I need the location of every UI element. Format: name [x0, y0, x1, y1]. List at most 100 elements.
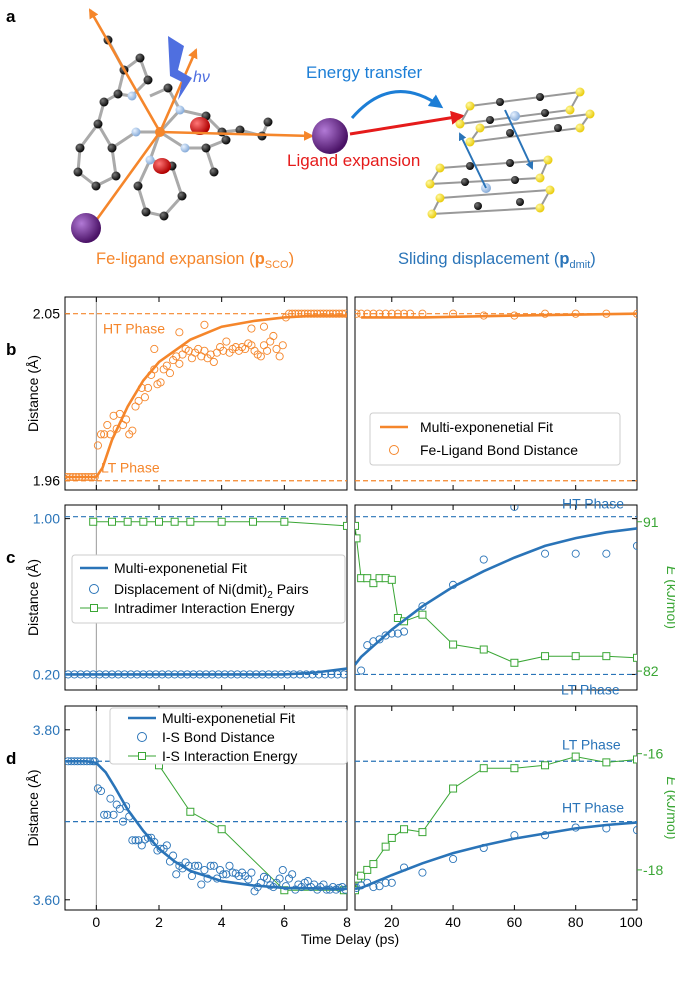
plot-frame-right: [354, 705, 638, 911]
legend-energy-label: I-S Interaction Energy: [162, 748, 297, 764]
legend-points-label: Fe-Ligand Bond Distance: [420, 442, 578, 458]
data-point: [96, 430, 106, 439]
energy-series: [355, 521, 637, 667]
energy-point: [249, 517, 257, 526]
y2-axis-label-e: E: [664, 566, 675, 576]
data-point: [200, 320, 209, 329]
energy-point: [541, 652, 550, 661]
fit-curve-left: [65, 760, 347, 891]
energy-point: [381, 842, 390, 851]
energy-series: [355, 752, 637, 895]
y-tick-label: 3.60: [33, 892, 60, 908]
data-point: [172, 870, 181, 879]
charts: b 2.05 1.96 Distance (Å) HT Phase LT Phase Mul…: [6, 296, 675, 947]
energy-point: [369, 860, 378, 869]
fe-ligand-expansion-label: Fe-ligand expansion (pSCO): [96, 250, 294, 271]
data-point: [190, 861, 200, 870]
data-point: [106, 794, 115, 803]
legend: Multi-exponenetial Fit Fe-Ligand Bond Dis…: [369, 412, 621, 466]
data-point: [109, 810, 118, 819]
data-point: [331, 309, 341, 318]
panel-label-a: a: [6, 7, 16, 26]
panel-label-c: c: [6, 548, 15, 567]
data-point: [131, 402, 140, 411]
data-point: [328, 309, 337, 318]
energy-point: [449, 784, 458, 793]
energy-transfer-arrow: [350, 90, 444, 119]
iodine-atom: [71, 213, 101, 243]
data-point: [150, 344, 159, 354]
energy-point: [418, 828, 427, 837]
ligand-expansion-arrow: [349, 110, 465, 136]
dmit-atoms: [425, 87, 595, 219]
energy-point: [571, 752, 580, 761]
x-tick-label: 0: [92, 914, 100, 930]
data-point: [510, 505, 519, 511]
data-point: [194, 344, 203, 354]
x-tick-label: 6: [280, 914, 288, 930]
data-point: [479, 555, 488, 564]
annotation-lt: LT Phase: [561, 681, 620, 697]
data-point: [140, 393, 149, 402]
data-point: [143, 833, 153, 842]
energy-point: [449, 640, 458, 649]
data-point: [275, 874, 284, 883]
data-point: [278, 341, 287, 350]
data-point: [335, 309, 344, 318]
data-point: [418, 602, 427, 611]
legend-points-label: I-S Bond Distance: [162, 729, 275, 745]
data-point: [281, 882, 290, 891]
legend-fit-label: Multi-exponenetial Fit: [162, 710, 295, 726]
energy-point: [355, 886, 359, 895]
data-point: [602, 549, 611, 558]
data-point: [156, 378, 165, 387]
data-point: [247, 324, 256, 333]
legend: Multi-exponenetial Fit Displacement of Ni…: [71, 554, 346, 624]
data-point: [219, 346, 228, 355]
data-point: [128, 836, 137, 845]
data-point: [306, 309, 316, 318]
panel-label-b: b: [6, 340, 16, 359]
sliding-arrow: [458, 132, 487, 189]
energy-point: [343, 521, 347, 530]
y-tick-label: 1.96: [33, 473, 60, 489]
data-point: [632, 826, 637, 835]
annotation-ht: HT Phase: [562, 496, 624, 512]
data-point: [103, 420, 112, 430]
data-point: [263, 874, 272, 883]
data-point: [381, 878, 390, 887]
x-tick-label: 4: [218, 914, 226, 930]
ligand-expansion-label: Ligand expansion: [287, 151, 420, 170]
legend-energy-swatch: [90, 604, 98, 612]
legend-box: [109, 707, 348, 765]
data-point: [357, 666, 366, 675]
energy-point: [571, 652, 580, 661]
data-point: [134, 396, 143, 405]
energy-point: [355, 521, 359, 530]
energy-point: [139, 517, 148, 526]
data-point: [143, 383, 153, 392]
energy-line: [355, 756, 637, 891]
data-point: [209, 357, 218, 367]
data-point: [288, 870, 297, 879]
data-point: [96, 786, 106, 796]
energy-point: [479, 645, 488, 654]
energy-point: [280, 517, 289, 526]
y-axis-label: Distance (Å): [25, 559, 41, 636]
legend-points-sub: 2: [267, 590, 273, 601]
sliding-displacement-label: Sliding displacement (pdmit): [398, 250, 596, 271]
data-point: [540, 309, 550, 318]
data-point: [162, 361, 171, 370]
data-point: [228, 868, 237, 877]
data-point: [259, 322, 269, 331]
energy-point: [400, 825, 409, 834]
panel-d: d 3.80 3.60 Distance (Å) -16 -18 E (kJ/mol) LT …: [6, 705, 675, 911]
x-tick-label: 60: [507, 914, 523, 930]
distance-series: [355, 823, 637, 892]
data-point: [316, 309, 325, 318]
data-point: [222, 337, 231, 346]
energy-point: [418, 610, 427, 619]
energy-point: [510, 764, 519, 773]
energy-point: [363, 574, 372, 583]
